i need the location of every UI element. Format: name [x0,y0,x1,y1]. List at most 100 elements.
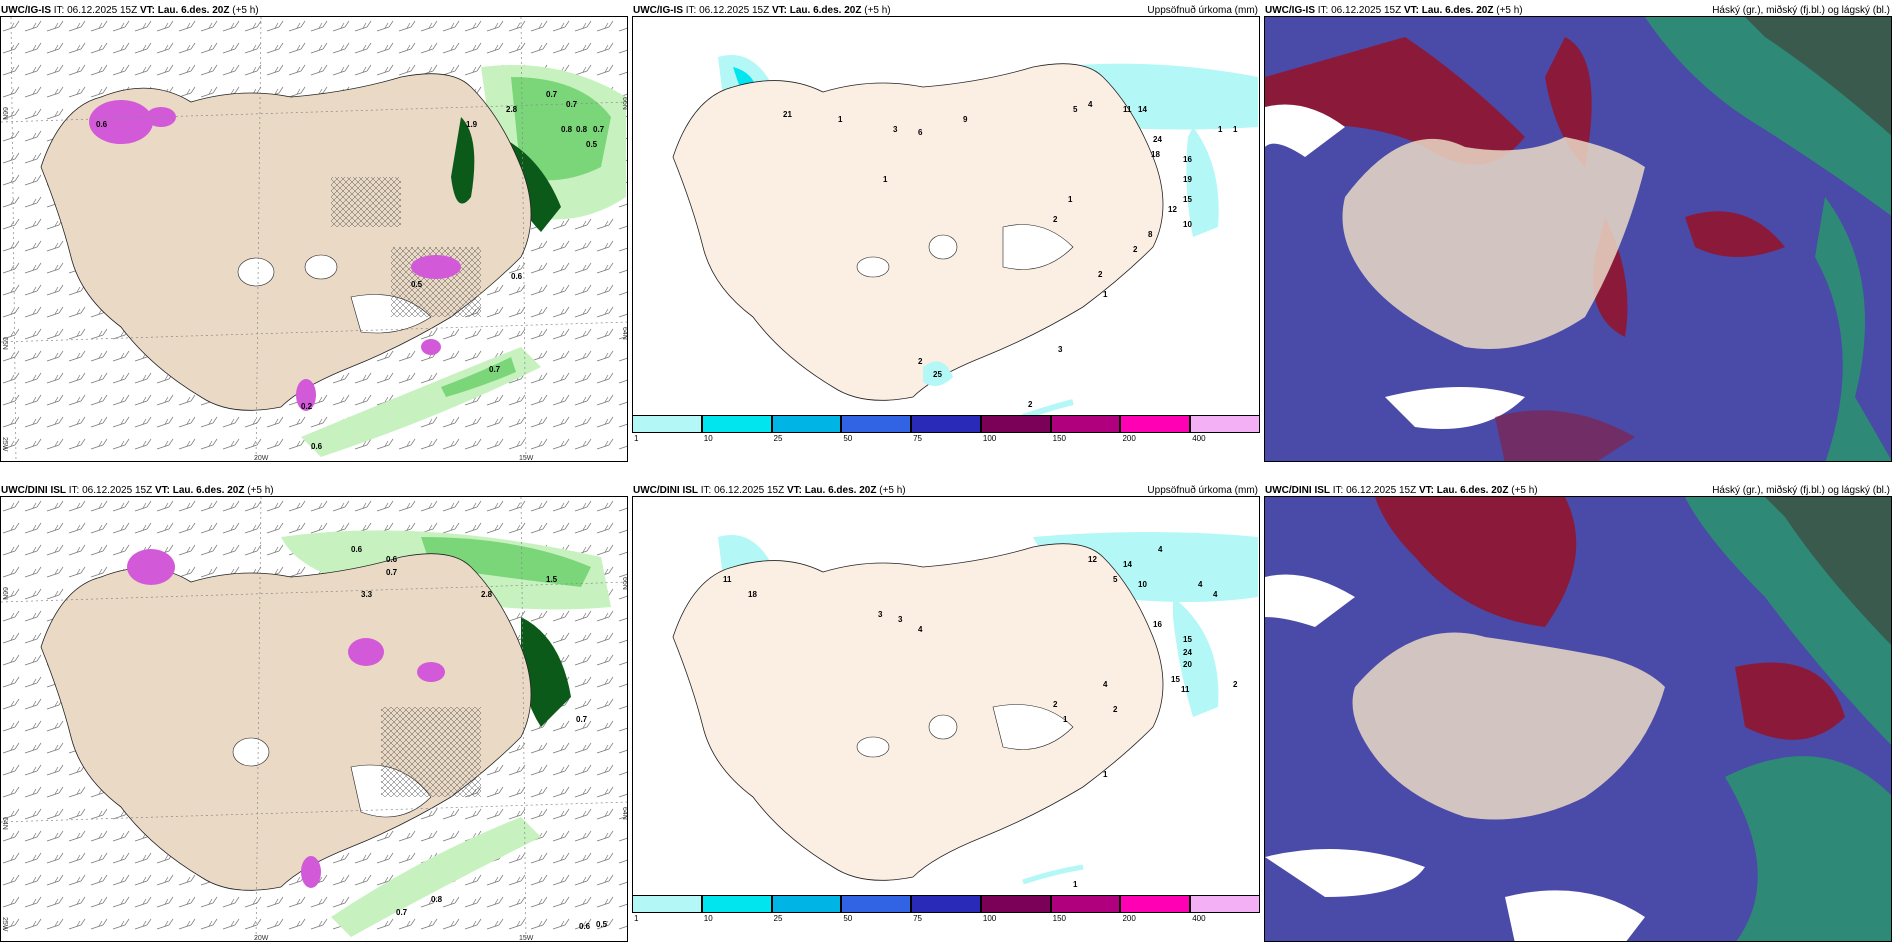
precip-value: 12 [1168,205,1177,214]
it-label: IT: [53,5,65,16]
precip-value: 2 [1053,700,1058,709]
row1-wind-precip-panel: UWC/IG-IS IT: 06.12.2025 15Z VT: Lau. 6.… [0,0,628,465]
vt-label: VT: [771,5,787,16]
precip-value: 4 [1213,590,1218,599]
row1-panel1-map[interactable]: 66N 65N 25W 66N 64N 20W 15W 0.7 0.7 0.8 … [0,16,628,462]
lat-66n-label: 66N [1,587,8,600]
lon-15w-label: 15W [519,455,534,462]
lat-64n-right-label: 64N [621,327,628,340]
value-label: 0.5 [411,280,423,289]
vt-value: Lau. 6.des. 20Z [789,5,862,16]
colorbar-tick-label: 100 [982,914,997,923]
precip-value: 2 [1113,705,1118,714]
colorbar-swatch [1190,895,1260,913]
precip-value: 1 [1103,290,1108,299]
colorbar-swatch [771,895,842,913]
colorbar-swatch [1120,415,1191,433]
precip-value: 12 [1088,555,1097,564]
colorbar-tick-label: 75 [913,914,923,923]
precip-value: 19 [1183,175,1192,184]
row1-panel3-map[interactable] [1264,16,1892,462]
colorbar-tick-label: 50 [843,434,853,443]
value-label: 1.9 [466,120,478,129]
vt-label: VT: [154,485,170,496]
row2-panel2-map[interactable]: 12 14 4 5 10 4 4 16 15 24 20 11 15 2 3 3… [632,496,1260,913]
lat-66n-right-label: 66N [621,577,628,590]
lon-25w-label: 25W [1,437,8,452]
row2-precip-panel: UWC/DINI ISL IT: 06.12.2025 15Z VT: Lau.… [632,480,1260,945]
precip-value: 3 [898,615,903,624]
colorbar-tick-label: 400 [1192,914,1206,923]
precip-value: 15 [1183,635,1192,644]
precip-value: 14 [1138,105,1147,114]
precip-value: 5 [1113,575,1118,584]
lat-64n-label: 64N [1,817,8,830]
colorbar-tick-label: 150 [1052,914,1067,923]
precip-value: 2 [1053,215,1058,224]
it-value: 06.12.2025 15Z [714,485,785,496]
precip-value: 2 [1233,680,1238,689]
precip-value: 20 [1183,660,1192,669]
value-label: 0.5 [596,920,608,929]
row2-panel3-map[interactable] [1264,496,1892,942]
row2-panel1-map[interactable]: 66N 64N 25W 66N 64N 20W 15W 0.6 0.6 0.7 … [0,496,628,942]
precip-value: 25 [933,370,942,379]
colorbar-tick-label: 10 [703,434,713,443]
value-label: 0.7 [489,365,501,374]
value-label: 0.6 [386,555,398,564]
value-label: 0.5 [586,140,598,149]
colorbar-swatch [701,895,772,913]
value-label: 0.7 [396,908,408,917]
value-label: 0.2 [301,402,313,411]
precip-value: 16 [1153,620,1162,629]
it-value: 06.12.2025 15Z [67,5,138,16]
colorbar-swatch [980,895,1051,913]
colorbar-swatch [841,415,912,433]
it-value: 06.12.2025 15Z [82,485,153,496]
precip-value: 18 [748,590,757,599]
row1-colorbar: 1 10 25 50 75 100 150 200 400 [632,415,1260,447]
it-label: IT: [1317,5,1329,16]
precip-value: 24 [1183,648,1192,657]
lead-time: (+5 h) [1496,5,1523,16]
precip-value: 21 [783,110,792,119]
precip-title: Uppsöfnuð úrkoma (mm) [1147,485,1258,496]
precip-value: 6 [918,128,923,137]
colorbar-tick-label: 150 [1052,434,1067,443]
model-name: UWC/DINI ISL [633,485,698,496]
precip-value: 4 [918,625,923,634]
row1-cloud-panel: UWC/IG-IS IT: 06.12.2025 15Z VT: Lau. 6.… [1264,0,1892,465]
precip-value: 15 [1171,675,1180,684]
lat-65n-label: 65N [1,337,8,350]
row1-panel1-header: UWC/IG-IS IT: 06.12.2025 15Z VT: Lau. 6.… [1,5,259,16]
colorbar-swatch [1190,415,1260,433]
vt-label: VT: [1403,5,1419,16]
lat-66n-label: 66N [1,107,8,120]
precip-value: 1 [1073,880,1078,889]
lead-time: (+5 h) [247,485,274,496]
lon-20w-label: 20W [254,455,269,462]
lead-time: (+5 h) [864,5,891,16]
model-name: UWC/IG-IS [633,5,683,16]
row2-colorbar: 1 10 25 50 75 100 150 200 400 [632,895,1260,927]
value-label: 0.8 [431,895,443,904]
colorbar-tick-label: 75 [913,434,923,443]
value-label: 0.7 [566,100,578,109]
it-label: IT: [1332,485,1344,496]
row2-wind-precip-panel: UWC/DINI ISL IT: 06.12.2025 15Z VT: Lau.… [0,480,628,945]
row1-panel2-map[interactable]: 1 1 9 3 6 5 4 11 14 24 18 16 19 15 12 10… [632,16,1260,433]
precip-value: 4 [1198,580,1203,589]
colorbar-tick-label: 25 [773,914,783,923]
it-value: 06.12.2025 15Z [1346,485,1417,496]
vt-value: Lau. 6.des. 20Z [1421,5,1494,16]
lat-66n-right-label: 66N [621,97,628,110]
row1-precip-panel: UWC/IG-IS IT: 06.12.2025 15Z VT: Lau. 6.… [632,0,1260,465]
it-label: IT: [685,5,697,16]
model-name: UWC/DINI ISL [1,485,66,496]
colorbar-swatch [701,415,772,433]
it-value: 06.12.2025 15Z [1331,5,1402,16]
value-label: 0.6 [351,545,363,554]
cloud-title: Háský (gr.), miðský (fj.bl.) og lágský (… [1712,485,1890,496]
value-label: 3.3 [361,590,373,599]
vt-value: Lau. 6.des. 20Z [172,485,245,496]
